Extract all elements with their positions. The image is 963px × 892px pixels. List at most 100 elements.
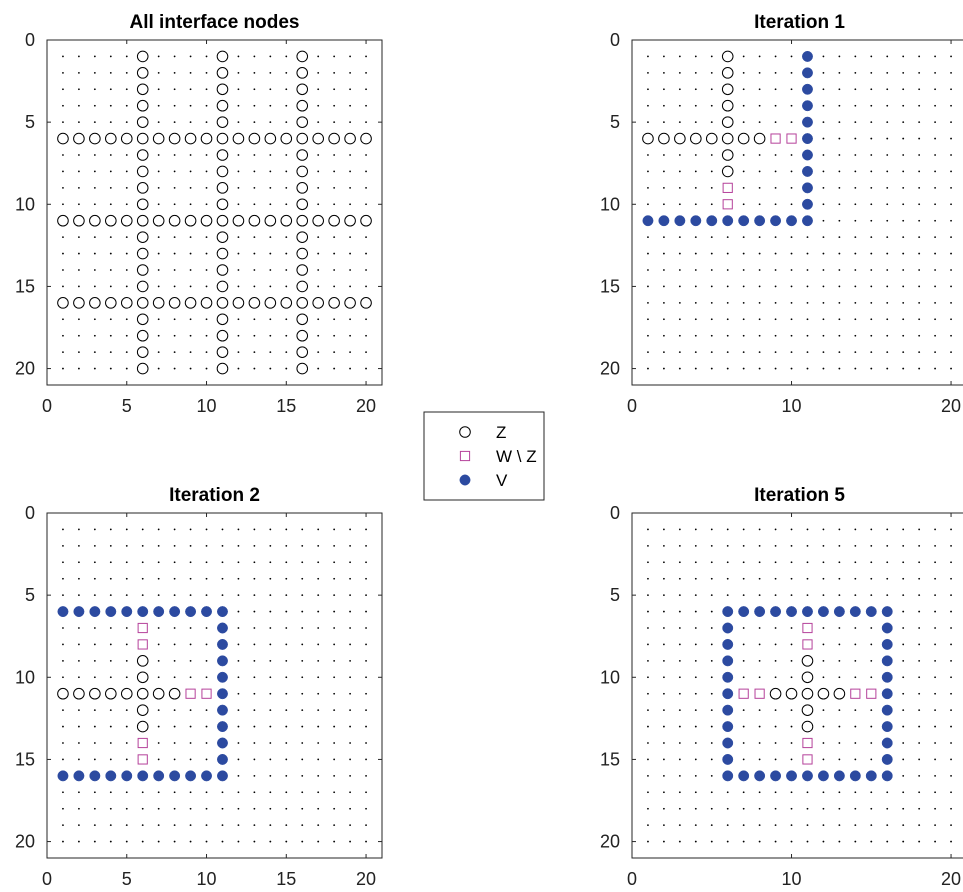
grid-dot [285,774,288,777]
grid-dot [62,824,64,827]
point-z [296,329,309,342]
grid-dot [902,252,905,255]
grid-dot [886,154,889,156]
grid-dot [253,692,256,695]
grid-dot [758,104,761,107]
grid-dot [285,252,288,255]
point-w-minus-z [802,622,813,634]
grid-dot [365,285,367,288]
grid-dot [758,154,761,156]
point-v [833,770,845,782]
grid-dot [141,840,144,843]
y-tick-label: 20 [15,359,35,379]
grid-dot [125,577,128,580]
point-v [865,606,877,618]
grid-dot [78,725,80,728]
grid-dot [205,318,208,321]
grid-dot [806,594,809,597]
point-z [248,214,261,227]
chart-title: Iteration 2 [169,485,260,506]
grid-dot [141,577,144,580]
grid-dot [647,318,649,321]
grid-dot [317,367,320,370]
grid-dot [758,55,761,58]
grid-dot [854,318,857,321]
point-z [296,214,309,227]
grid-dot [253,71,256,74]
grid-dot [365,88,367,91]
grid-dot [317,528,320,531]
grid-dot [157,88,160,91]
grid-dot [269,186,272,189]
grid-dot [870,725,873,728]
grid-dot [269,154,272,156]
grid-dot [934,758,936,761]
point-z [152,687,165,700]
point-z [737,132,750,145]
y-tick-label: 5 [610,585,620,605]
grid-dot [790,285,793,288]
grid-dot [663,709,665,712]
grid-dot [78,659,80,662]
grid-dot [125,121,128,124]
grid-dot [125,791,128,794]
grid-dot [934,643,936,646]
grid-dot [918,367,921,370]
legend-label: Z [496,423,506,442]
grid-dot [647,610,649,613]
grid-dot [78,285,80,288]
point-z [328,297,340,309]
grid-dot [349,318,351,321]
grid-dot [710,758,713,761]
grid-dot [870,544,873,547]
grid-dot [253,154,256,156]
grid-dot [726,577,729,580]
grid-dot [950,692,952,695]
grid-dot [854,186,857,189]
grid-dot [790,71,793,74]
grid-dot [269,367,272,370]
grid-dot [870,137,873,140]
grid-dot [333,742,336,744]
grid-dot [221,791,224,794]
point-z [73,214,85,227]
point-z [136,165,149,178]
grid-dot [365,774,367,777]
grid-dots [62,528,367,843]
point-z [89,214,101,227]
grid-dot [678,154,681,156]
grid-dot [647,742,649,744]
grid-dot [237,236,240,239]
grid-dot [710,824,713,827]
grid-dot [333,269,336,271]
grid-dot [710,594,713,597]
grid-dot [694,725,697,728]
grid-dot [109,236,112,239]
point-v [817,770,829,782]
point-v [217,753,228,765]
grid-dot [269,774,272,777]
grid-dot [918,351,921,354]
grid-dot [189,577,192,580]
grid-dot [774,709,777,712]
grid-dot [317,351,320,354]
grid-dot [93,824,96,827]
y-tick-label: 10 [15,194,35,214]
grid-dot [774,203,777,206]
point-z [817,687,830,700]
grid-dot [822,285,825,288]
point-z [296,231,309,243]
grid-dot [694,351,697,354]
grid-dot [742,643,745,646]
point-v [137,606,149,618]
grid-dot [838,577,841,580]
grid-dot [934,840,936,843]
grid-dot [125,104,128,107]
point-v [73,606,85,618]
grid-dot [838,627,841,629]
grid-dot [950,643,952,646]
grid-dot [189,709,192,712]
grid-dot [253,774,256,777]
grid-dot [790,742,793,744]
grid-dot [285,318,288,321]
